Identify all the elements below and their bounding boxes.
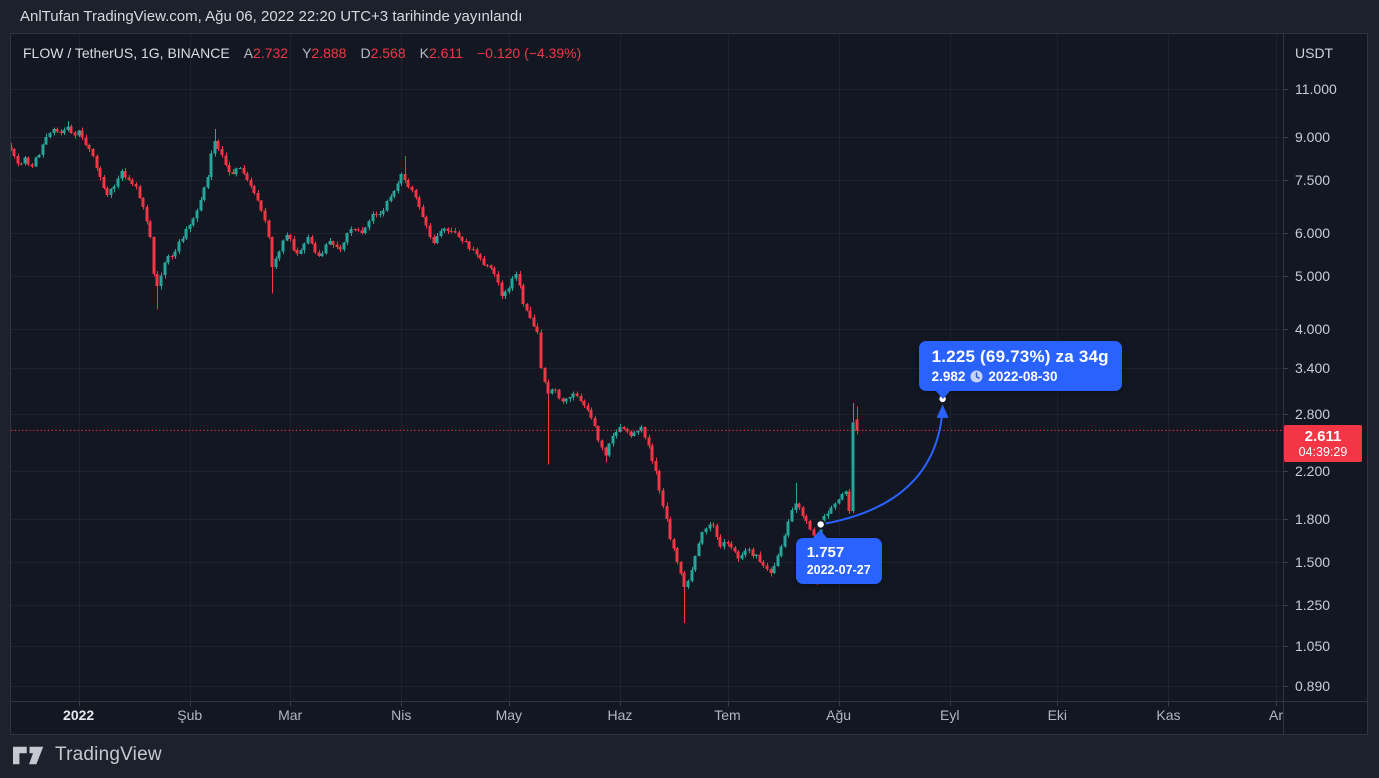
time-tick-mark: [839, 701, 840, 706]
price-tick-label: 1.250: [1295, 597, 1331, 614]
time-tick-label: Eki: [1047, 707, 1068, 723]
chart-canvas[interactable]: [11, 34, 1367, 734]
price-tick-mark: [1283, 180, 1288, 181]
price-tick-mark: [1283, 137, 1288, 138]
time-tick-label: Tem: [714, 707, 741, 723]
price-tick-mark: [1283, 686, 1288, 687]
trend-tooltip[interactable]: 1.225 (69.73%) za 34g 2.982 2022-08-30: [918, 340, 1122, 399]
price-tick-label: 9.000: [1295, 128, 1331, 145]
arrow-head-icon: [936, 404, 949, 418]
price-tick-mark: [1283, 368, 1288, 369]
tradingview-logo-link[interactable]: TradingView: [13, 744, 162, 766]
time-tick-mark: [1276, 701, 1277, 706]
time-tick-label: Ağu: [826, 707, 852, 723]
ohlc-high: Y2.888: [302, 45, 347, 61]
time-tick-mark: [401, 701, 402, 706]
trend-target-date: 2022-08-30: [988, 368, 1058, 384]
time-tick-mark: [950, 701, 951, 706]
price-tick-mark: [1283, 329, 1288, 330]
price-tick-mark: [1283, 233, 1288, 234]
price-tick-label: 4.000: [1295, 321, 1331, 338]
change-value: −0.120 (−4.39%): [476, 45, 582, 61]
time-tick-mark: [620, 701, 621, 706]
time-axis-separator: [11, 701, 1367, 702]
trend-target-row: 2.982 2022-08-30: [932, 369, 1109, 384]
price-tick-label: 1.050: [1295, 638, 1331, 655]
source-point-date: 2022-07-27: [806, 563, 871, 578]
time-tick-mark: [1057, 701, 1058, 706]
price-tick-mark: [1283, 276, 1288, 277]
chart-pane[interactable]: FLOW / TetherUS, 1G, BINANCE A2.732 Y2.8…: [10, 33, 1368, 735]
price-tick-label: 1.800: [1295, 510, 1331, 527]
time-tick-label: Mar: [278, 707, 303, 723]
time-tick-label: Nis: [391, 707, 412, 723]
price-tick-mark: [1283, 605, 1288, 606]
time-tick-mark: [509, 701, 510, 706]
publication-bar: AnlTufan TradingView.com, Ağu 06, 2022 2…: [0, 0, 1379, 33]
price-tick-mark: [1283, 89, 1288, 90]
time-tick-mark: [190, 701, 191, 706]
time-tick-mark: [79, 701, 80, 706]
price-tick-label: 11.000: [1295, 81, 1337, 98]
point-marker[interactable]: [815, 519, 826, 530]
publication-text: AnlTufan TradingView.com, Ağu 06, 2022 2…: [20, 8, 523, 25]
current-price: 2.611: [1304, 427, 1342, 445]
time-tick-label: May: [495, 707, 523, 723]
price-tick-mark: [1283, 646, 1288, 647]
price-tick-mark: [1283, 562, 1288, 563]
price-tick-label: 7.500: [1295, 172, 1331, 189]
time-tick-mark: [290, 701, 291, 706]
price-axis-separator: [1283, 34, 1284, 734]
symbol-legend: FLOW / TetherUS, 1G, BINANCE A2.732 Y2.8…: [23, 45, 581, 61]
price-tick-label: 2.800: [1295, 405, 1331, 422]
ohlc-close: K2.611: [419, 45, 463, 61]
trend-change-text: 1.225 (69.73%) za 34g: [931, 346, 1109, 366]
ohlc-open: A2.732: [243, 45, 289, 61]
current-price-badge: 2.611 04:39:29: [1284, 425, 1362, 462]
price-tick-mark: [1283, 414, 1288, 415]
price-tick-label: 0.890: [1295, 677, 1331, 694]
clock-icon: [970, 370, 983, 383]
source-point-price: 1.757: [806, 544, 845, 562]
tradingview-logo-text: TradingView: [55, 744, 162, 765]
time-tick-label: Ar: [1269, 707, 1283, 723]
price-tick-mark: [1283, 471, 1288, 472]
time-tick-label: Eyl: [940, 707, 960, 723]
price-tick-label: 5.000: [1295, 268, 1331, 285]
price-tick-label: 3.400: [1295, 359, 1331, 376]
time-tick-mark: [728, 701, 729, 706]
price-tick-mark: [1283, 519, 1288, 520]
trend-target-price: 2.982: [931, 368, 966, 384]
price-tick-label: 1.500: [1295, 553, 1331, 570]
symbol-title[interactable]: FLOW / TetherUS, 1G, BINANCE: [23, 45, 230, 61]
bar-countdown: 04:39:29: [1298, 444, 1348, 459]
time-tick-label: Haz: [607, 707, 633, 723]
price-tick-label: 6.000: [1295, 225, 1331, 242]
grid: [11, 34, 1283, 701]
currency-label: USDT: [1295, 45, 1334, 61]
time-tick-label: Kas: [1156, 707, 1181, 723]
tradingview-logo-icon: [13, 746, 44, 764]
time-tick-label: Şub: [177, 707, 203, 723]
time-tick-mark: [1168, 701, 1169, 706]
time-tick-label: 2022: [63, 707, 95, 723]
candlestick-series: [11, 121, 859, 623]
source-point-tooltip[interactable]: 1.757 2022-07-27: [795, 530, 882, 585]
ohlc-low: D2.568: [360, 45, 406, 61]
price-tick-label: 2.200: [1295, 463, 1331, 480]
